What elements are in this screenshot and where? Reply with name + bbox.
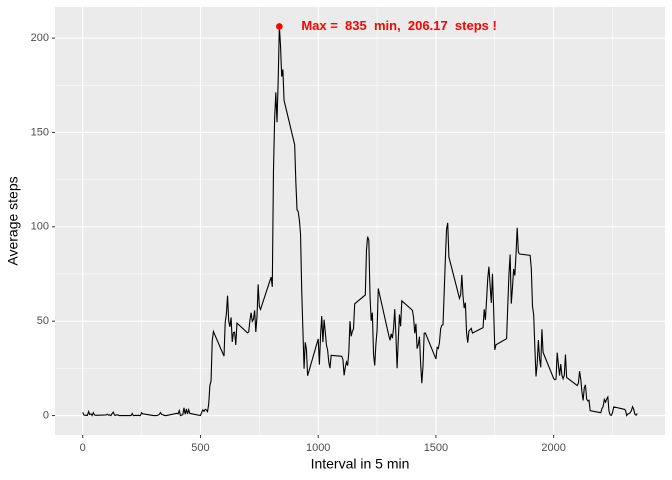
y-tick-label: 0 [43, 409, 49, 421]
x-tick-label: 500 [191, 442, 209, 454]
x-tick-label: 1000 [306, 442, 330, 454]
x-axis-title: Interval in 5 min [311, 456, 410, 472]
panel [55, 7, 665, 435]
y-tick-label: 150 [31, 126, 49, 138]
line [82, 26, 638, 417]
annotation: Max = 835 min, 206.17 steps ! [301, 18, 496, 33]
y-axis-title: Average steps [5, 176, 21, 265]
x-tick-label: 0 [80, 442, 86, 454]
y-tick-label: 50 [37, 315, 49, 327]
y-tick-label: 200 [31, 32, 49, 44]
x-tick-label: 2000 [541, 442, 565, 454]
max-point [276, 23, 283, 30]
y-tick-label: 100 [31, 221, 49, 233]
x-tick-label: 1500 [424, 442, 448, 454]
